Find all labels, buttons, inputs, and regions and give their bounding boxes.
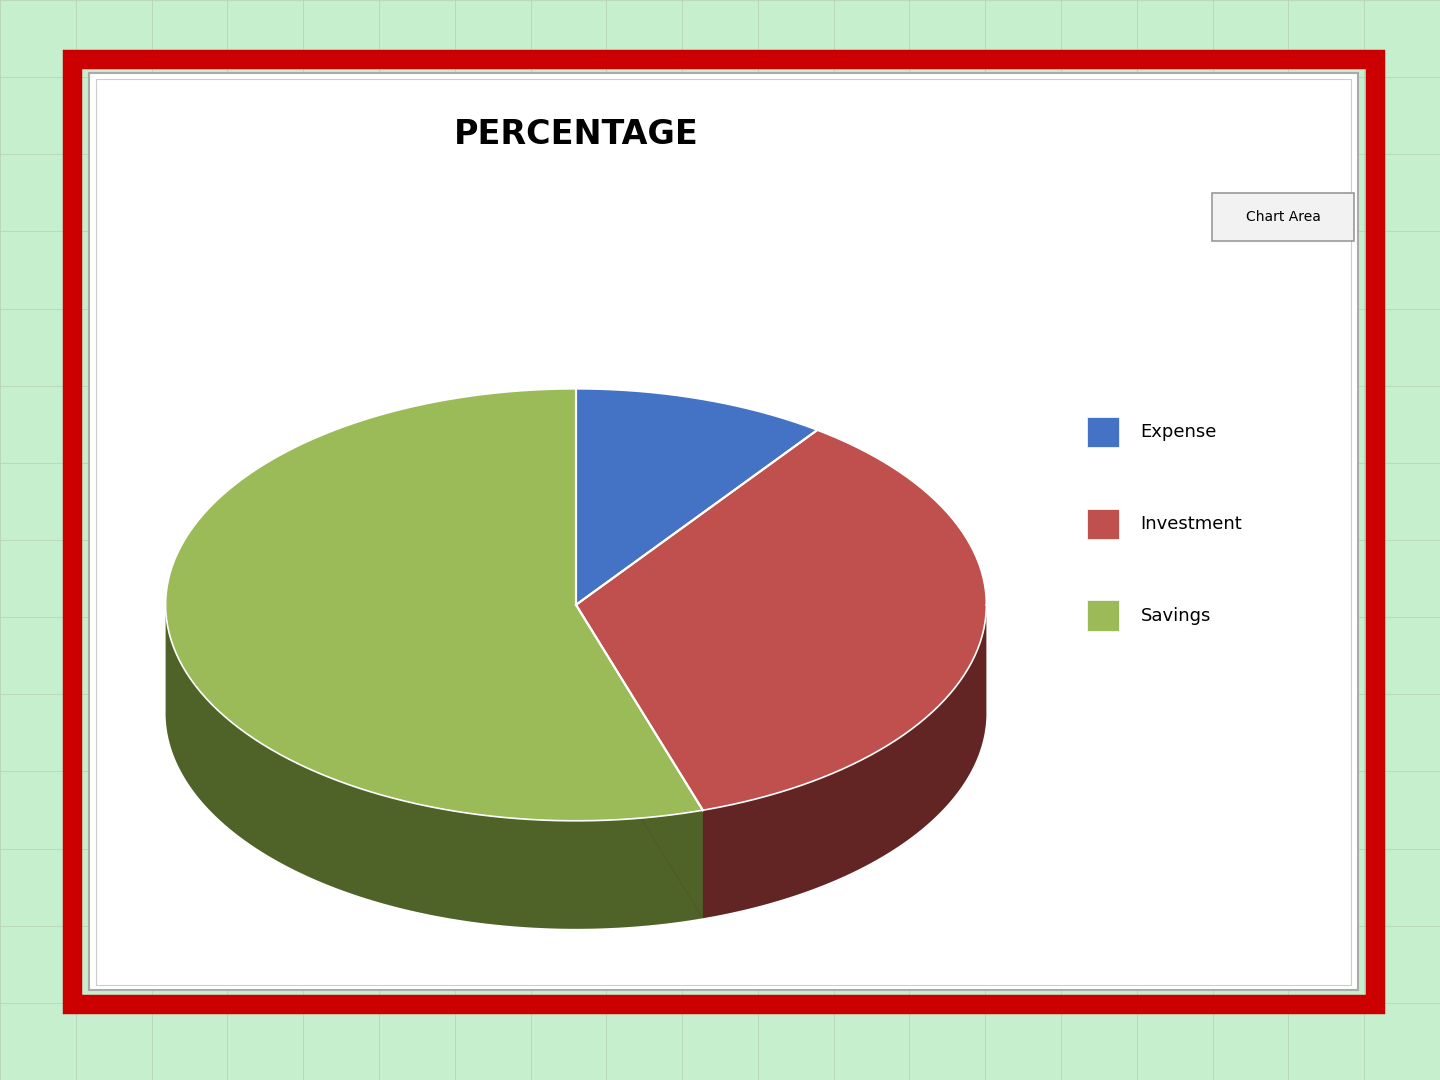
Polygon shape [576, 389, 818, 605]
Polygon shape [703, 607, 986, 918]
Polygon shape [166, 389, 703, 821]
Bar [96, 79, 1351, 985]
Polygon shape [576, 430, 986, 810]
Polygon shape [576, 605, 703, 918]
Bar [1087, 509, 1119, 539]
Bar [1087, 600, 1119, 631]
Bar [89, 73, 1358, 990]
Polygon shape [576, 605, 703, 918]
Text: Chart Area: Chart Area [1246, 211, 1320, 224]
Text: Investment: Investment [1140, 515, 1243, 532]
FancyBboxPatch shape [1212, 193, 1354, 241]
Bar [72, 59, 1375, 1004]
Text: Expense: Expense [1140, 423, 1217, 441]
Text: Savings: Savings [1140, 607, 1211, 624]
Polygon shape [166, 713, 986, 929]
Polygon shape [166, 607, 703, 929]
Bar [1087, 417, 1119, 447]
Text: PERCENTAGE: PERCENTAGE [454, 119, 698, 151]
